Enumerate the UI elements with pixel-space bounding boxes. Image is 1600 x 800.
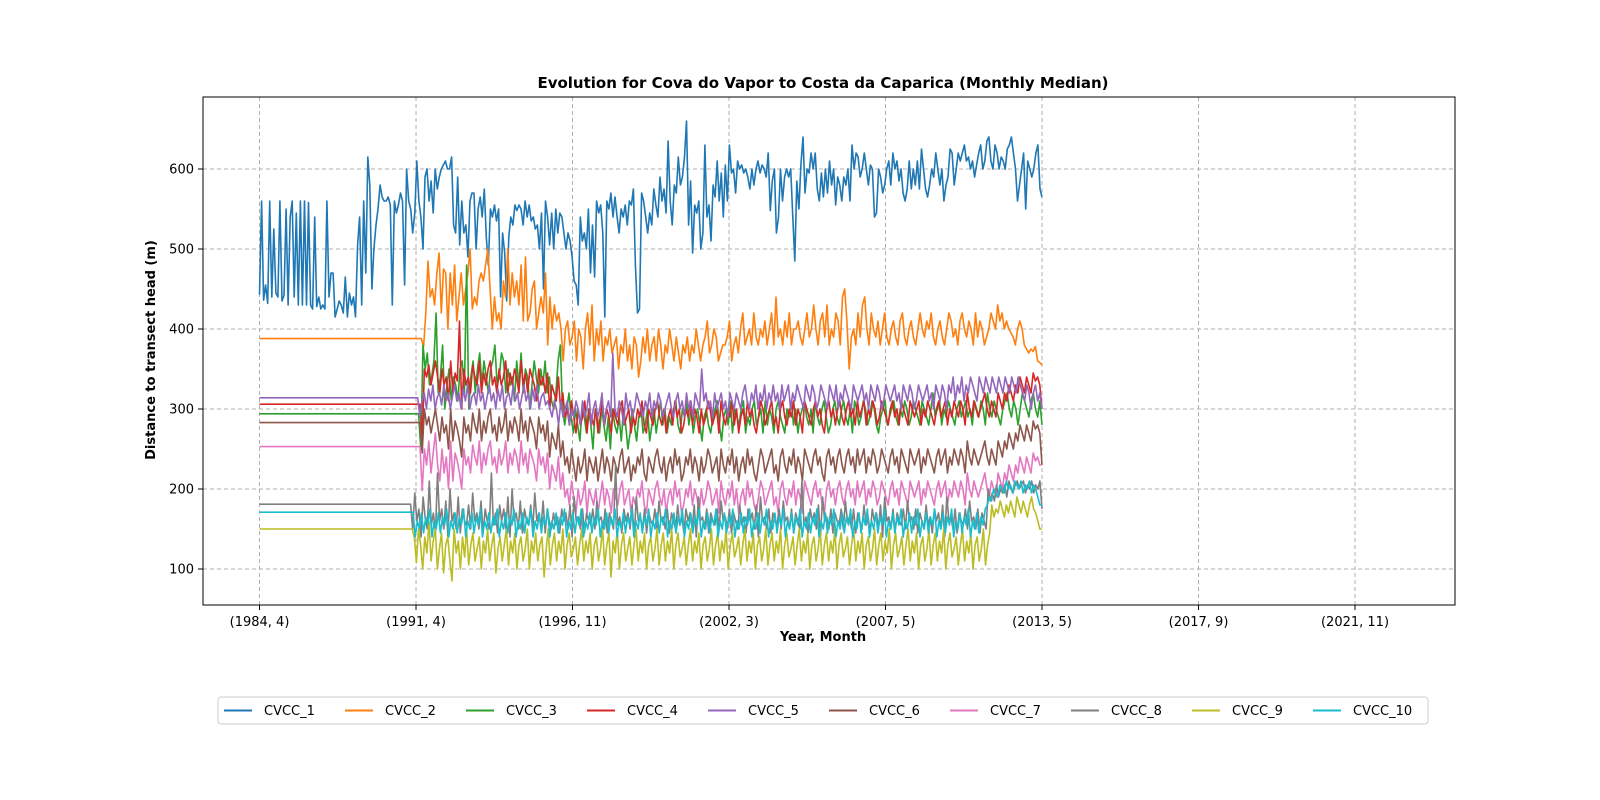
series-line-cvcc_6 — [259, 408, 1043, 482]
x-tick-label: (2002, 3) — [699, 615, 759, 630]
series-line-cvcc_3 — [259, 264, 1043, 450]
series-line-cvcc_5 — [259, 352, 1043, 426]
y-tick-label: 300 — [169, 403, 194, 418]
x-axis-label: Year, Month — [779, 630, 866, 645]
y-tick-label: 100 — [169, 563, 194, 578]
y-axis-label: Distance to transect head (m) — [144, 240, 159, 460]
legend-label: CVCC_7 — [990, 704, 1041, 719]
legend-label: CVCC_4 — [627, 704, 678, 719]
x-tick-label: (1984, 4) — [230, 615, 290, 630]
series-line-cvcc_4 — [259, 320, 1043, 442]
x-tick-label: (2013, 5) — [1012, 615, 1072, 630]
legend-label: CVCC_5 — [748, 704, 799, 719]
x-tick-label: (2021, 11) — [1321, 615, 1389, 630]
plot-area — [202, 96, 1456, 606]
series-line-cvcc_1 — [258, 120, 1043, 318]
legend-label: CVCC_9 — [1232, 704, 1283, 719]
axis-ticks: (1984, 4) (1991, 4) (1996, 11) (2002, 3) (20… — [169, 163, 1389, 631]
y-tick-label: 400 — [169, 323, 194, 338]
x-tick-label: (2017, 9) — [1169, 615, 1229, 630]
legend-label: CVCC_10 — [1353, 704, 1412, 719]
legend: CVCC_1 CVCC_2 CVCC_3 CVCC_4 CVCC_5 CVCC_6 CVCC… — [217, 696, 1429, 725]
legend-label: CVCC_2 — [385, 704, 436, 719]
legend-label: CVCC_8 — [1111, 704, 1162, 719]
legend-label: CVCC_1 — [264, 704, 315, 719]
x-tick-label: (1991, 4) — [386, 615, 446, 630]
series-line-cvcc_2 — [259, 248, 1043, 378]
x-tick-label: (2007, 5) — [856, 615, 916, 630]
y-tick-label: 200 — [169, 483, 194, 498]
legend-box — [217, 696, 1429, 725]
y-tick-label: 600 — [169, 163, 194, 178]
series-line-cvcc_7 — [259, 432, 1042, 514]
series-line-cvcc_8 — [259, 464, 1043, 538]
y-tick-label: 500 — [169, 243, 194, 258]
chart-title: Evolution for Cova do Vapor to Costa da … — [537, 74, 1108, 92]
legend-label: CVCC_3 — [506, 704, 557, 719]
series-line-cvcc_10 — [259, 480, 1042, 538]
series-lines — [258, 120, 1043, 582]
series-line-cvcc_9 — [259, 496, 1042, 582]
x-tick-label: (1996, 11) — [538, 615, 606, 630]
legend-label: CVCC_6 — [869, 704, 920, 719]
